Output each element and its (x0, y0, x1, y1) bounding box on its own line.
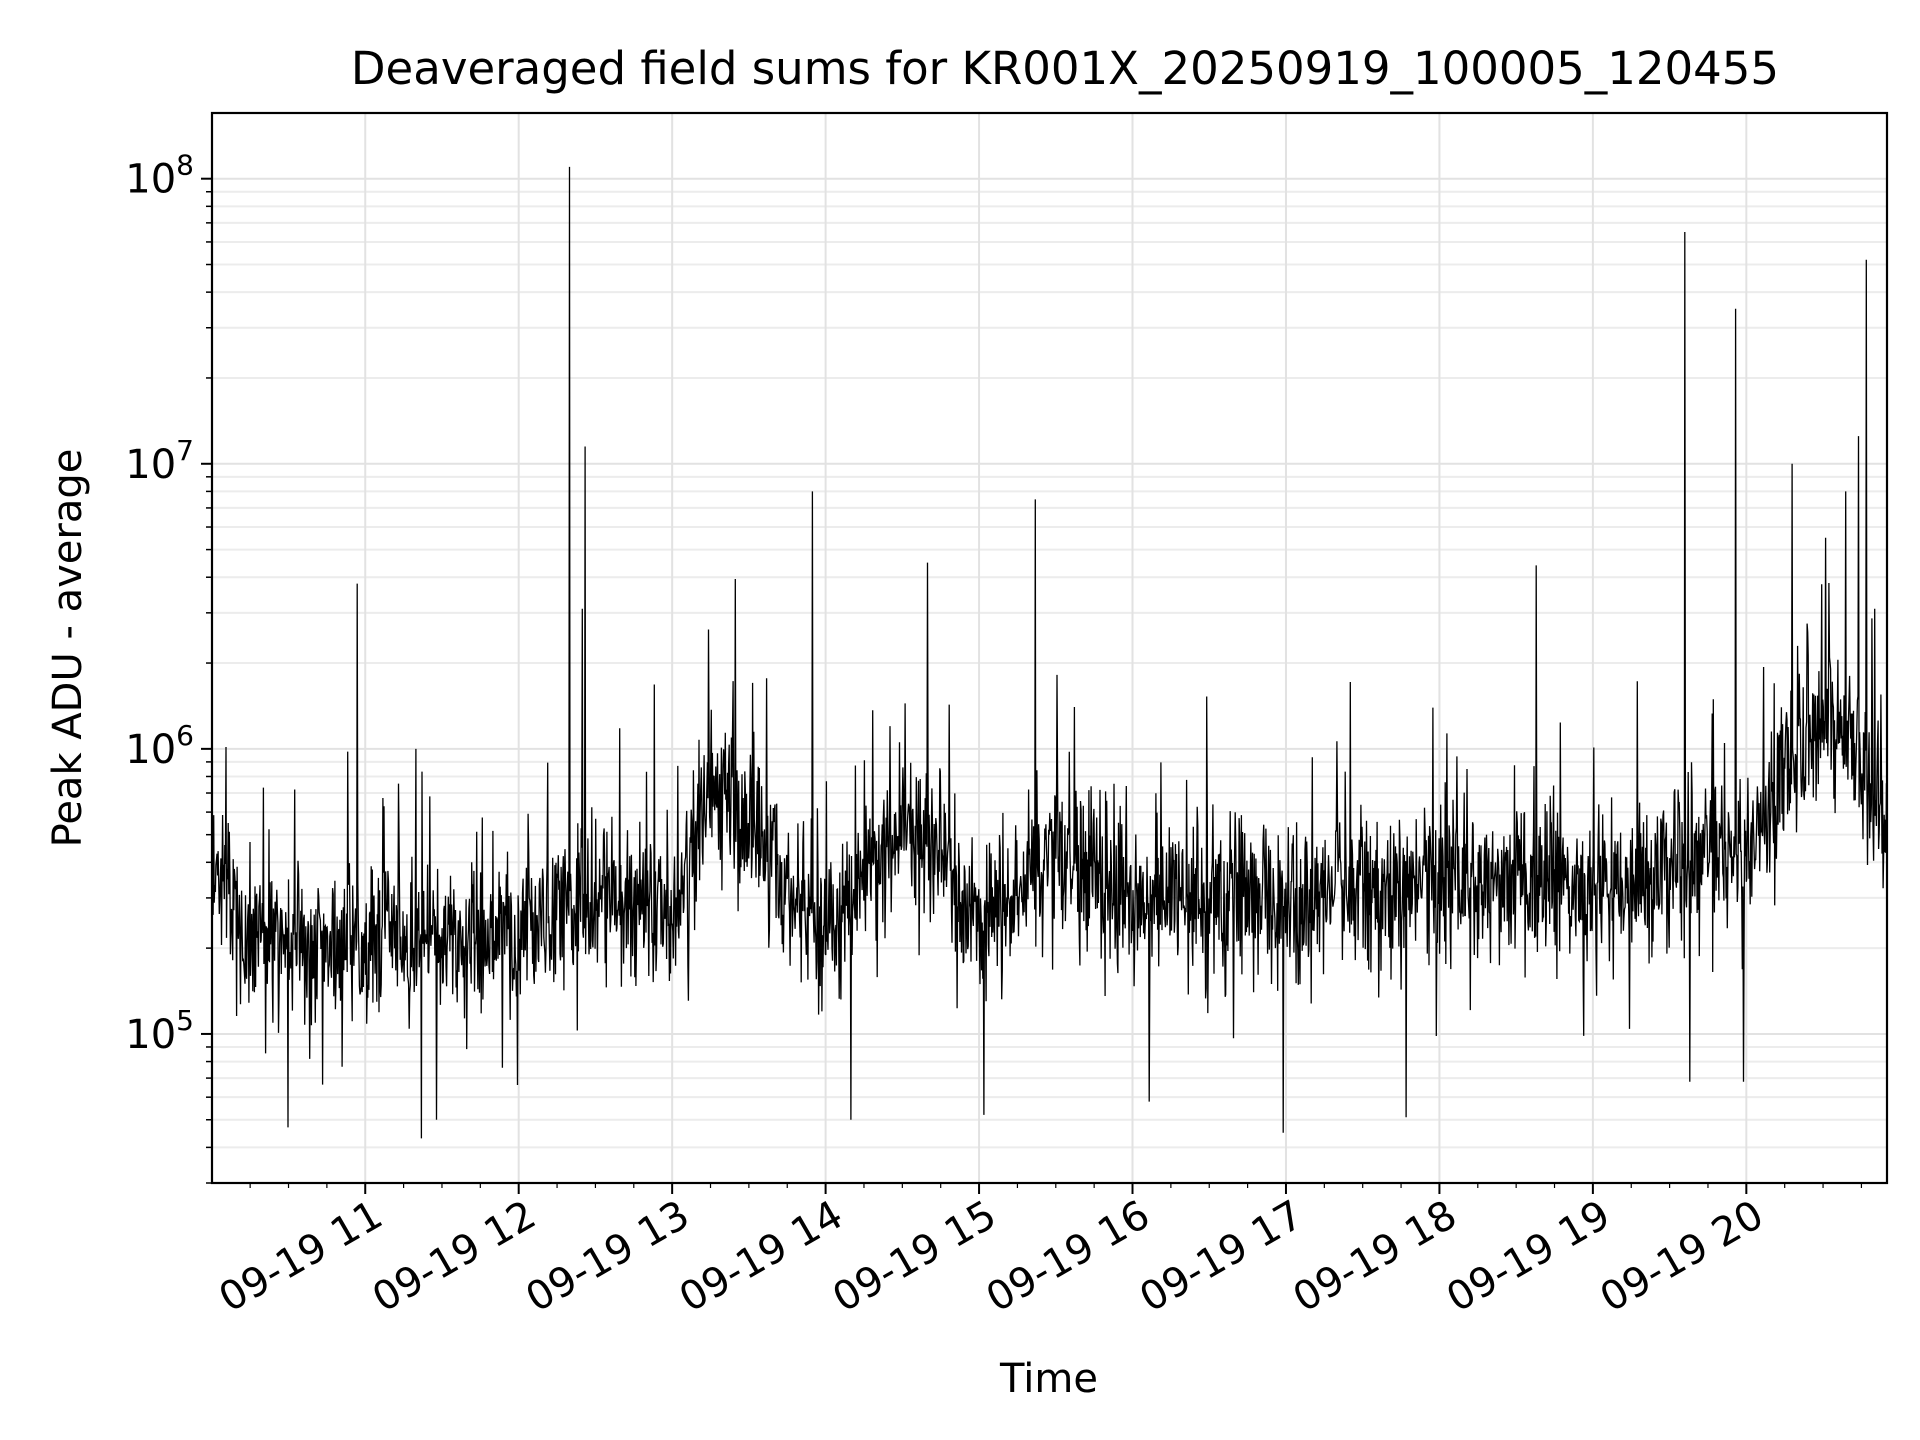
x-axis-label: Time (999, 1356, 1098, 1402)
series-line (211, 166, 1888, 1139)
plot-area (210, 111, 1889, 1185)
y-axis: 105 106 107 108 (125, 149, 212, 1184)
y-tick-label: 108 (125, 149, 194, 203)
y-axis-label: Peak ADU - average (45, 449, 91, 848)
chart-title: Deaveraged field sums for KR001X_2025091… (351, 42, 1779, 95)
plot-frame (210, 111, 1889, 1185)
y-tick-label: 105 (125, 1004, 194, 1058)
grid-major (212, 113, 1887, 1183)
plot-background (212, 113, 1887, 1183)
y-tick-label: 107 (125, 434, 194, 488)
y-tick-label: 106 (125, 719, 194, 773)
